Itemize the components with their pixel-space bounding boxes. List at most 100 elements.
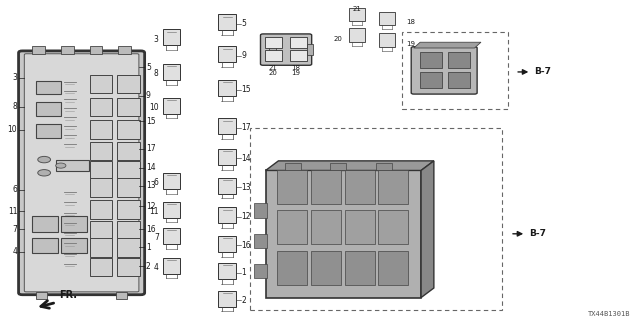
Bar <box>290 37 307 48</box>
Bar <box>448 72 470 88</box>
Bar <box>116 292 127 299</box>
Text: 13: 13 <box>146 181 156 190</box>
Bar <box>290 50 307 60</box>
Bar <box>117 200 140 219</box>
Bar <box>277 210 307 244</box>
Bar <box>254 234 267 248</box>
Bar <box>266 50 282 60</box>
Bar <box>378 210 408 244</box>
Bar <box>402 32 508 109</box>
Bar <box>420 72 442 88</box>
Bar <box>380 12 396 25</box>
Bar <box>117 161 140 180</box>
Bar <box>36 81 61 94</box>
Bar <box>90 142 112 161</box>
Bar <box>163 64 180 80</box>
Bar <box>218 80 236 96</box>
Bar <box>380 33 396 47</box>
Bar <box>218 263 236 279</box>
Bar <box>344 170 374 204</box>
Bar <box>90 200 112 219</box>
FancyBboxPatch shape <box>24 54 139 292</box>
Text: 3: 3 <box>12 74 17 83</box>
Bar <box>277 251 307 285</box>
Text: 5: 5 <box>146 63 151 72</box>
Text: 2: 2 <box>241 296 246 305</box>
Bar <box>90 258 112 276</box>
Text: 4: 4 <box>12 247 17 257</box>
Bar <box>90 179 112 197</box>
Bar <box>311 210 340 244</box>
Bar <box>90 75 112 93</box>
Text: 9: 9 <box>241 52 246 60</box>
Bar <box>163 202 180 218</box>
Bar <box>90 98 112 116</box>
Bar <box>218 207 236 223</box>
Bar <box>32 216 58 232</box>
Bar <box>254 203 267 218</box>
Bar <box>311 170 340 204</box>
Text: 15: 15 <box>146 117 156 126</box>
Bar <box>163 173 180 189</box>
Bar <box>254 264 267 278</box>
Bar <box>420 52 442 68</box>
Bar <box>117 120 140 139</box>
Bar <box>36 124 61 138</box>
Polygon shape <box>266 161 434 171</box>
Text: 15: 15 <box>241 85 251 94</box>
Text: 6: 6 <box>12 185 17 194</box>
Text: 2: 2 <box>146 262 150 271</box>
Text: 19: 19 <box>292 70 301 76</box>
Bar <box>311 251 340 285</box>
Bar <box>163 258 180 274</box>
Circle shape <box>56 163 66 168</box>
Text: 7: 7 <box>154 233 159 242</box>
Text: 16: 16 <box>241 241 251 250</box>
Text: 9: 9 <box>146 92 151 100</box>
Bar <box>448 52 470 68</box>
Text: 18: 18 <box>406 20 415 25</box>
Bar <box>32 46 45 54</box>
Bar <box>90 221 112 239</box>
Bar <box>378 170 408 204</box>
Text: 17: 17 <box>146 144 156 153</box>
Bar <box>285 164 301 171</box>
Polygon shape <box>266 171 421 298</box>
Bar <box>163 29 180 45</box>
Bar <box>61 216 87 232</box>
Bar <box>218 14 236 30</box>
Text: 21: 21 <box>269 65 278 71</box>
Bar <box>218 291 236 307</box>
Bar <box>90 161 112 180</box>
Text: 16: 16 <box>146 225 156 234</box>
FancyBboxPatch shape <box>412 47 477 94</box>
Text: 14: 14 <box>146 164 156 172</box>
Bar <box>36 102 61 116</box>
Bar <box>269 44 276 55</box>
Bar <box>349 8 365 21</box>
Bar <box>307 44 313 55</box>
Text: 11: 11 <box>8 207 17 216</box>
Bar <box>61 238 87 253</box>
Bar <box>344 251 374 285</box>
Bar <box>378 251 408 285</box>
FancyBboxPatch shape <box>19 51 145 295</box>
Text: 14: 14 <box>241 154 251 163</box>
Bar <box>163 98 180 114</box>
Text: 13: 13 <box>241 183 251 192</box>
Text: 5: 5 <box>241 20 246 28</box>
Text: 4: 4 <box>154 263 159 272</box>
Text: 3: 3 <box>154 35 159 44</box>
Bar <box>250 128 502 310</box>
Text: B-7: B-7 <box>534 68 552 76</box>
Circle shape <box>38 170 51 176</box>
Text: 8: 8 <box>13 102 17 111</box>
Bar <box>218 46 236 62</box>
Text: 18: 18 <box>292 65 301 71</box>
Bar <box>117 238 140 257</box>
Bar <box>36 292 47 299</box>
Bar <box>266 37 282 48</box>
Bar <box>218 236 236 252</box>
Text: 19: 19 <box>406 41 415 47</box>
Bar <box>376 164 392 171</box>
